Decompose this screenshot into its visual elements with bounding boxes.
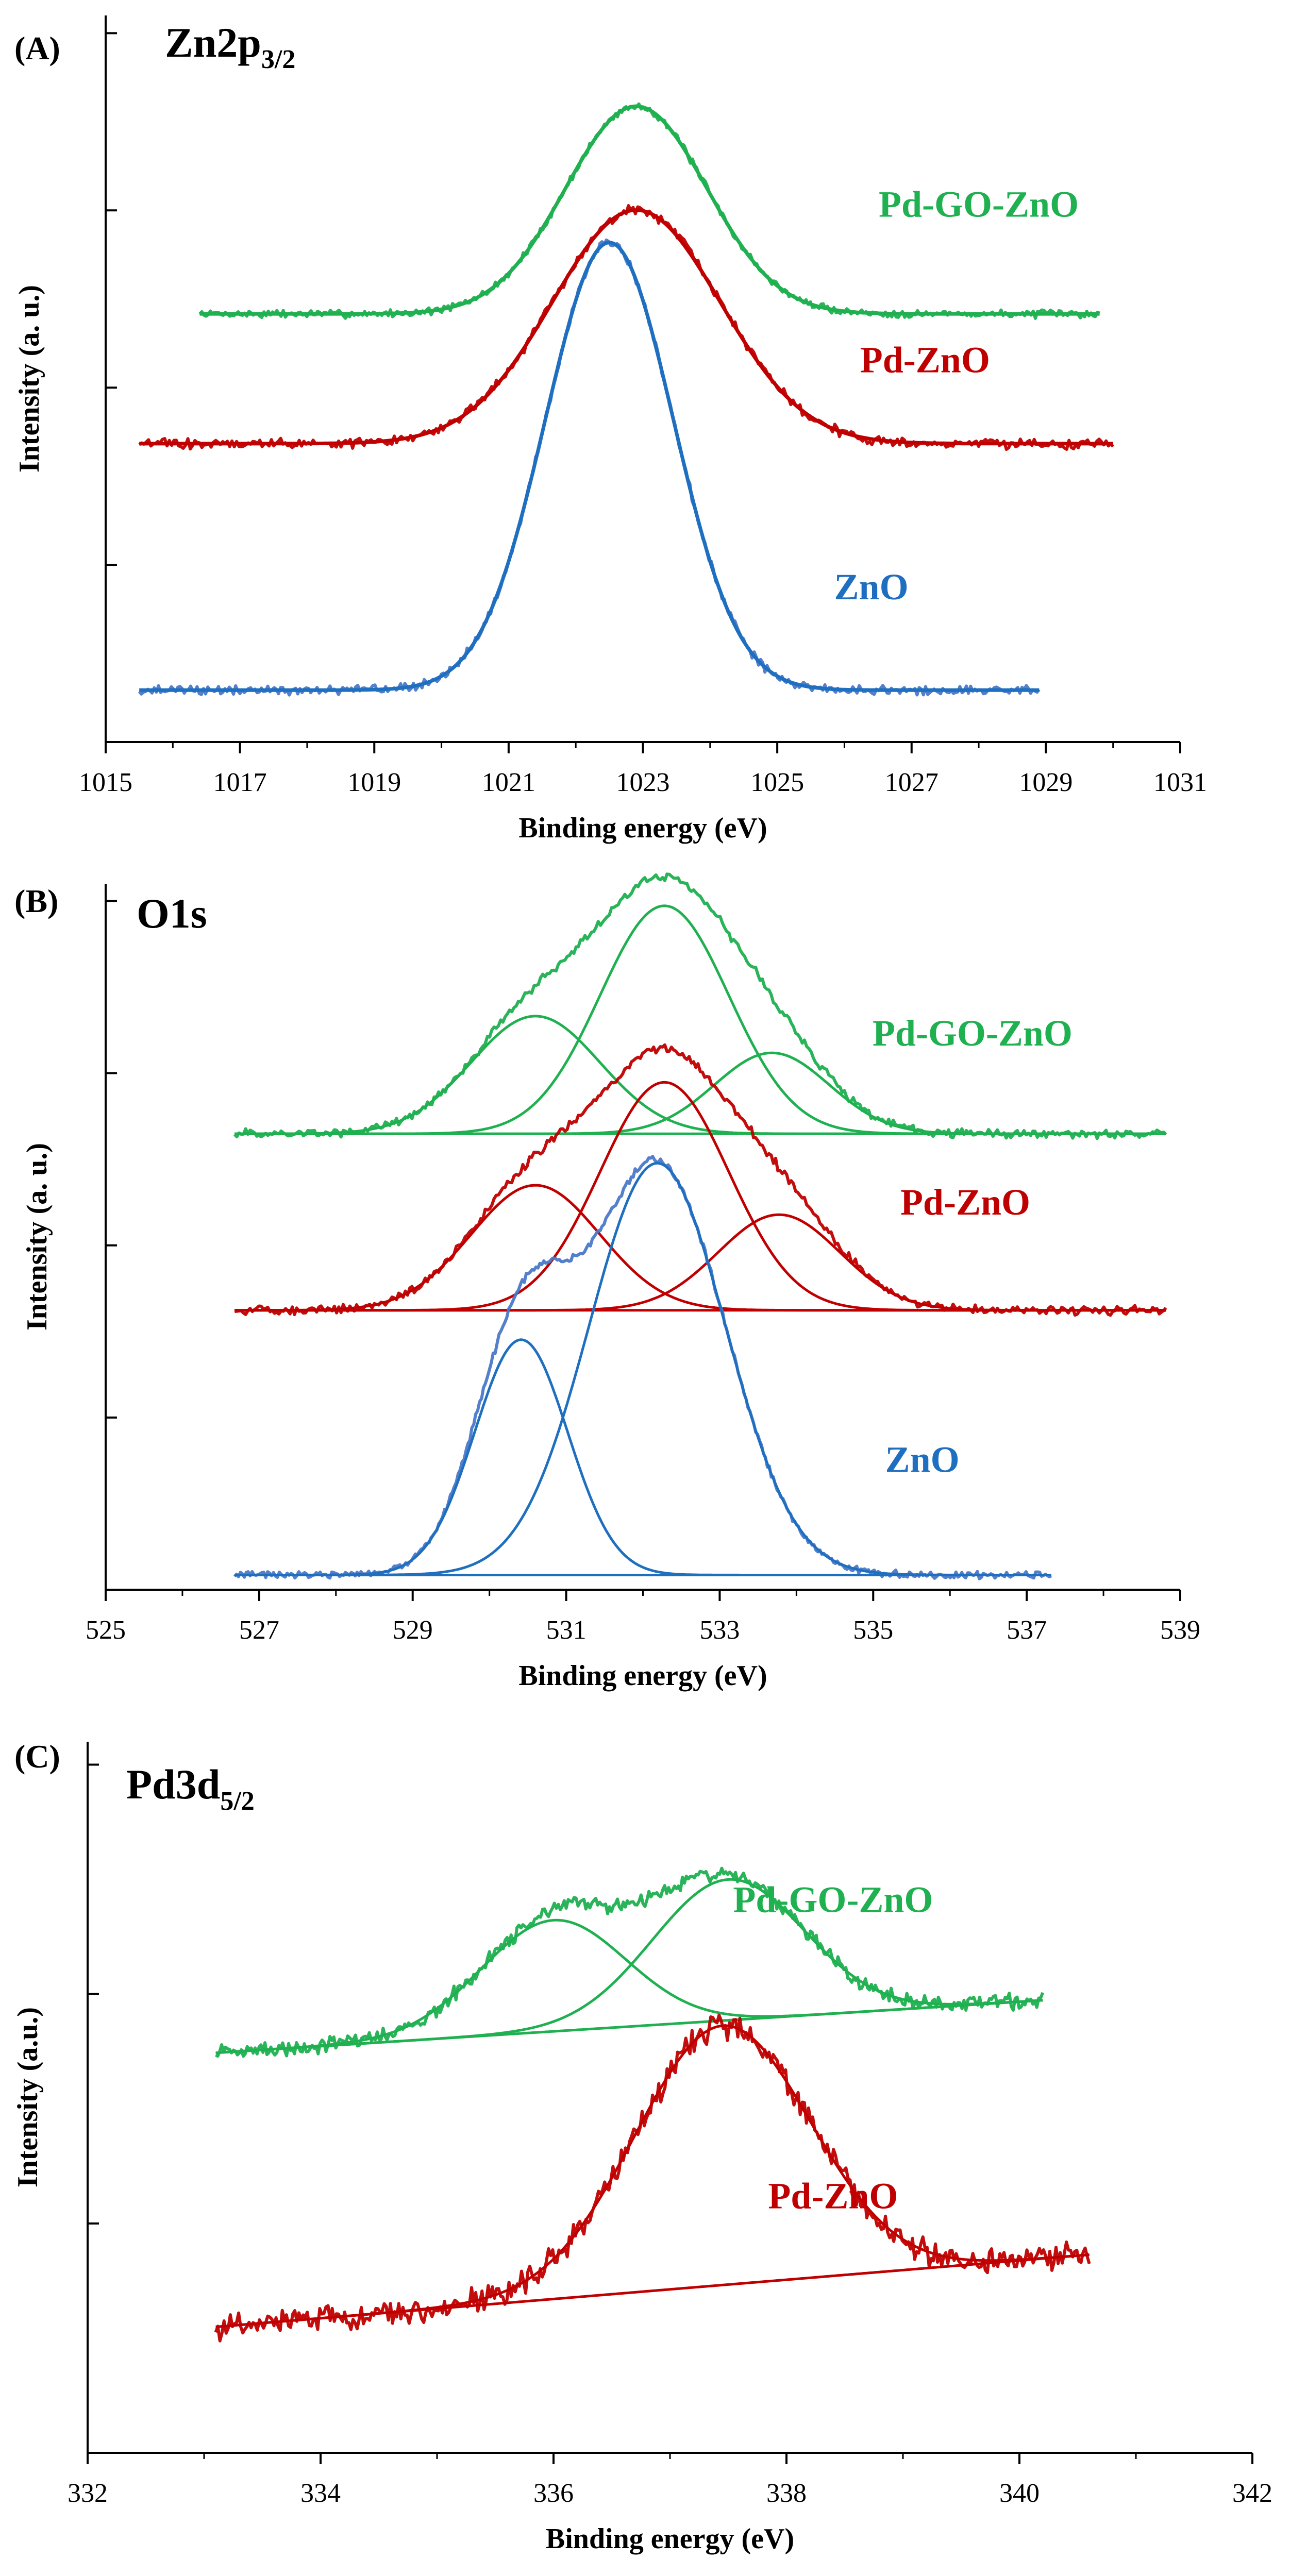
x-tick-label: 334 xyxy=(300,2479,341,2508)
x-tick-label: 336 xyxy=(533,2479,574,2508)
series-label: Pd-ZnO xyxy=(900,1182,1030,1223)
series-label: Pd-ZnO xyxy=(768,2176,898,2217)
series-component-peak xyxy=(234,1051,1166,1135)
x-tick-label: 525 xyxy=(86,1615,126,1645)
panel-letter: (A) xyxy=(14,30,60,66)
panel-letter: (B) xyxy=(14,883,58,919)
x-tick-label: 1021 xyxy=(482,768,535,797)
series-raw-line xyxy=(138,238,1041,697)
panel-letter: (C) xyxy=(14,1738,60,1775)
x-tick-label: 340 xyxy=(999,2479,1040,2508)
x-tick-label: 1015 xyxy=(79,768,132,797)
series-label: ZnO xyxy=(834,566,909,608)
series-fit-line xyxy=(199,104,1100,316)
panel-b-o1s: 525 527 529 531 533 535 537 539 Binding energy (… xyxy=(14,872,1200,1692)
panel-title-subscript: 5/2 xyxy=(220,1787,254,1816)
y-axis-title: Intensity (a.u.) xyxy=(12,2007,44,2187)
series-raw-line xyxy=(138,204,1115,451)
series-raw-line xyxy=(234,1043,1167,1317)
series-label: Pd-GO-ZnO xyxy=(879,183,1079,225)
series-pd-go-zno: Pd-GO-ZnO xyxy=(215,1866,1045,2058)
x-tick-label: 529 xyxy=(393,1615,433,1645)
series-pd-zno: Pd-ZnO xyxy=(234,1043,1167,1317)
series-fit-line xyxy=(139,208,1113,446)
x-axis-title: Binding energy (eV) xyxy=(518,1660,767,1692)
panel-c-pd3d: 332 334 336 338 340 342 Binding energy (eV) Int… xyxy=(12,1738,1272,2555)
x-tick-label: 1023 xyxy=(616,768,670,797)
series-zno: ZnO xyxy=(233,1155,1052,1580)
series-component-peak xyxy=(234,1161,1051,1576)
x-tick-label: 1017 xyxy=(213,768,267,797)
series-pd-zno: Pd-ZnO xyxy=(214,2013,1091,2343)
series-component-peak xyxy=(234,1213,1166,1312)
x-tick-label: 527 xyxy=(239,1615,279,1645)
x-tick-label: 342 xyxy=(1232,2479,1272,2508)
panel-title: Pd3d5/2 xyxy=(126,1761,255,1816)
x-tick-label: 1031 xyxy=(1153,768,1207,797)
panel-title-subscript: 3/2 xyxy=(261,45,295,74)
series-component-peak xyxy=(215,1918,1043,2055)
x-tick-label: 1027 xyxy=(885,768,939,797)
series-label: Pd-GO-ZnO xyxy=(873,1013,1073,1054)
series-component-peak xyxy=(215,1878,1043,2055)
x-tick-label: 533 xyxy=(699,1615,740,1645)
series-pd-zno: Pd-ZnO xyxy=(138,204,1115,451)
x-tick-label: 535 xyxy=(853,1615,893,1645)
series-label: ZnO xyxy=(885,1439,960,1480)
x-tick-label: 332 xyxy=(68,2479,108,2508)
x-tick-label: 1019 xyxy=(347,768,401,797)
series-fit-line xyxy=(139,241,1040,692)
x-tick-label: 537 xyxy=(1007,1615,1047,1645)
series-pd-go-zno: Pd-GO-ZnO xyxy=(233,872,1167,1140)
x-tick-label: 539 xyxy=(1160,1615,1200,1645)
series-label: Pd-GO-ZnO xyxy=(733,1879,933,1921)
y-axis-title: Intensity (a. u.) xyxy=(21,1143,53,1331)
series-raw-line xyxy=(233,872,1167,1140)
series-pd-go-zno: Pd-GO-ZnO xyxy=(198,102,1100,320)
panel-title: Zn2p3/2 xyxy=(165,19,295,74)
x-tick-label: 531 xyxy=(546,1615,587,1645)
panel-a-zn2p: 1015 1017 1019 1021 1023 1025 1027 1029 1031 Bind… xyxy=(13,15,1207,844)
series-zno: ZnO xyxy=(138,238,1041,697)
x-axis-title: Binding energy (eV) xyxy=(518,812,767,844)
x-tick-label: 338 xyxy=(766,2479,807,2508)
x-tick-label: 1029 xyxy=(1019,768,1073,797)
x-axis-title: Binding energy (eV) xyxy=(546,2523,794,2555)
series-component-peak xyxy=(215,2024,1090,2329)
y-axis-title: Intensity (a. u.) xyxy=(13,285,45,473)
x-tick-label: 1025 xyxy=(750,768,804,797)
panel-title: O1s xyxy=(137,890,207,937)
series-raw-line xyxy=(215,1866,1045,2058)
series-label: Pd-ZnO xyxy=(860,339,990,380)
